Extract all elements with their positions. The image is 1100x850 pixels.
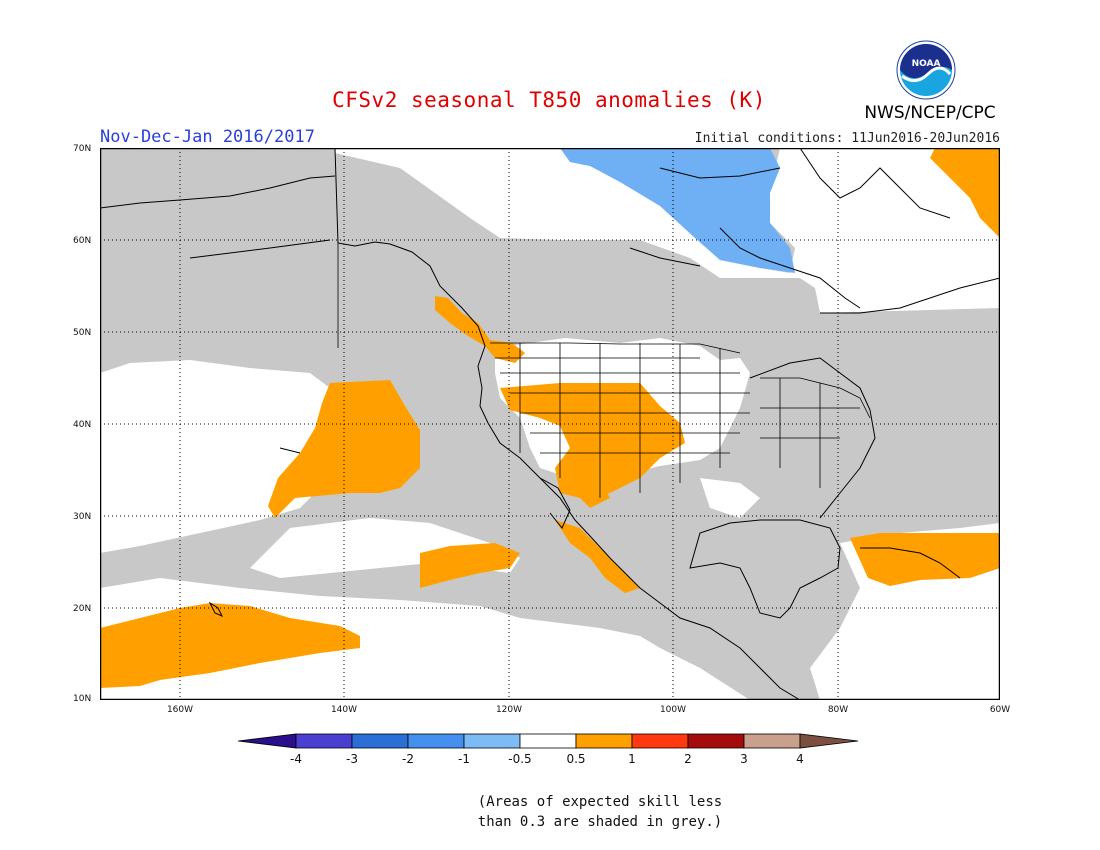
colorbar-segment [407,733,465,749]
colorbar-tick-label: -2 [402,752,414,766]
colorbar-segment [295,733,353,749]
colorbar-segment [631,733,689,749]
lat-label: 10N [73,694,92,704]
lat-label: 20N [73,604,92,614]
lon-label: 160W [166,705,194,715]
colorbar-tick-label: 3 [740,752,748,766]
lat-label: 60N [73,236,92,246]
skill-note: (Areas of expected skill less than 0.3 a… [400,792,800,832]
colorbar-tick-label: 2 [684,752,692,766]
colorbar-segment [687,733,745,749]
lon-label: 100W [659,705,687,715]
lon-label: 140W [330,705,358,715]
colorbar-segment [799,733,859,749]
lon-label: 80W [827,705,849,715]
colorbar-tick-label: -1 [458,752,470,766]
colorbar-segment [519,733,577,749]
colorbar-segment [575,733,633,749]
lat-label: 30N [73,512,92,522]
graticule [100,148,1000,700]
noaa-logo-text: NOAA [912,59,941,69]
lat-label: 70N [73,144,92,154]
skill-note-line: (Areas of expected skill less [477,794,723,810]
colorbar-segment [743,733,801,749]
agency-label: NWS/NCEP/CPC [864,103,996,123]
lat-label: 50N [73,328,92,338]
colorbar [238,733,859,749]
initial-conditions-text: Initial conditions: 11Jun2016-20Jun2016 [694,131,1000,146]
lon-label: 60W [989,705,1011,715]
cool-anomaly-area [560,148,795,273]
colorbar-segment [238,733,297,749]
map-frame [100,148,1000,700]
colorbar-tick-label: -4 [290,752,302,766]
political-borders [337,243,871,498]
anomaly-map [100,148,1000,700]
colorbar-segment [351,733,409,749]
season-subtitle: Nov-Dec-Jan 2016/2017 [100,127,315,147]
colorbar-tick-label: -0.5 [508,752,532,766]
coastlines [100,148,1000,700]
colorbar-tick-label: 0.5 [566,752,586,766]
colorbar-tick-label: -3 [346,752,358,766]
chart-title: CFSv2 seasonal T850 anomalies (K) [332,88,766,112]
noaa-logo-icon: NOAA [896,40,956,100]
lon-label: 120W [495,705,523,715]
skill-note-line: than 0.3 are shaded in grey.) [477,814,723,830]
colorbar-tick-label: 4 [796,752,804,766]
colorbar-segment [463,733,521,749]
lat-label: 40N [73,420,92,430]
colorbar-tick-label: 1 [628,752,636,766]
